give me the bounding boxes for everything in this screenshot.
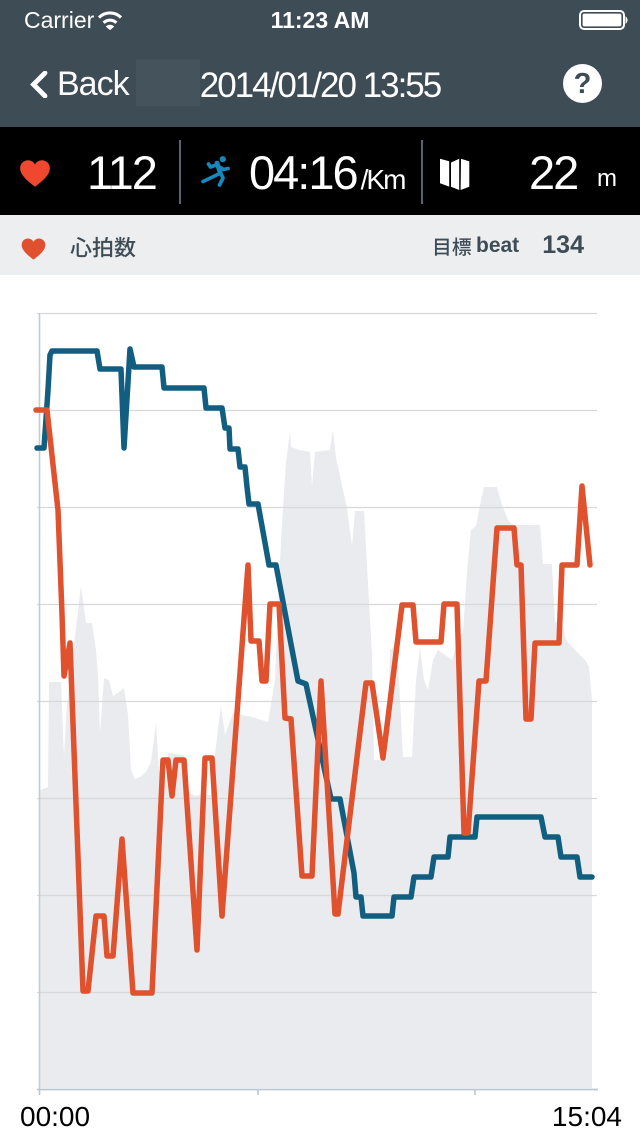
svg-text:00:00: 00:00 — [20, 1101, 90, 1132]
svg-text:15:04: 15:04 — [552, 1101, 622, 1132]
